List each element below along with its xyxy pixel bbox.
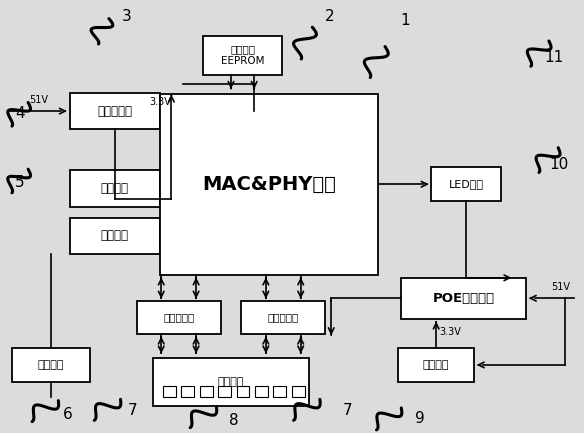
Text: 7: 7 [342,403,352,417]
Bar [137,301,221,334]
Bar [203,36,282,74]
Text: 时针单元: 时针单元 [100,182,128,195]
Text: 3.3V: 3.3V [149,97,171,107]
Bar [69,217,160,254]
Text: 7: 7 [127,403,137,417]
Bar [241,301,325,334]
Bar [237,386,249,397]
Bar [292,386,305,397]
Text: 4: 4 [15,106,25,121]
Bar [218,386,231,397]
Text: 9: 9 [415,411,425,426]
Bar [160,94,378,275]
Bar [200,386,213,397]
Text: 11: 11 [544,50,563,65]
Text: 网络变压器: 网络变压器 [267,313,299,323]
Bar [398,348,474,382]
Bar [152,359,310,406]
Text: 电源单元: 电源单元 [423,360,450,370]
Text: 51V: 51V [30,95,48,105]
Bar [401,278,526,319]
Text: POE供电单元: POE供电单元 [432,292,495,305]
Text: 2: 2 [325,9,335,24]
Text: LED单元: LED单元 [449,179,484,189]
Bar [432,167,501,201]
Text: 1: 1 [401,13,410,28]
Text: 51V: 51V [551,282,570,292]
Text: 5: 5 [15,174,25,190]
Text: 存储单元
EEPROM: 存储单元 EEPROM [221,44,265,66]
Text: 网口单元: 网口单元 [218,377,244,387]
Bar [255,386,268,397]
Bar [69,170,160,207]
Bar [163,386,176,397]
Text: 3: 3 [121,9,131,24]
Text: 3.3V: 3.3V [440,326,461,336]
Text: 网络变压器: 网络变压器 [163,313,194,323]
Bar [181,386,194,397]
Text: 模式开关: 模式开关 [37,360,64,370]
Text: 主电源单元: 主电源单元 [97,105,132,118]
Text: 8: 8 [229,414,239,428]
Text: 10: 10 [550,157,569,172]
Bar [12,348,90,382]
Bar [273,386,286,397]
Text: 6: 6 [63,407,73,422]
Text: MAC&PHY单元: MAC&PHY单元 [202,175,336,194]
Text: 复位单元: 复位单元 [100,229,128,242]
Bar [69,93,160,129]
